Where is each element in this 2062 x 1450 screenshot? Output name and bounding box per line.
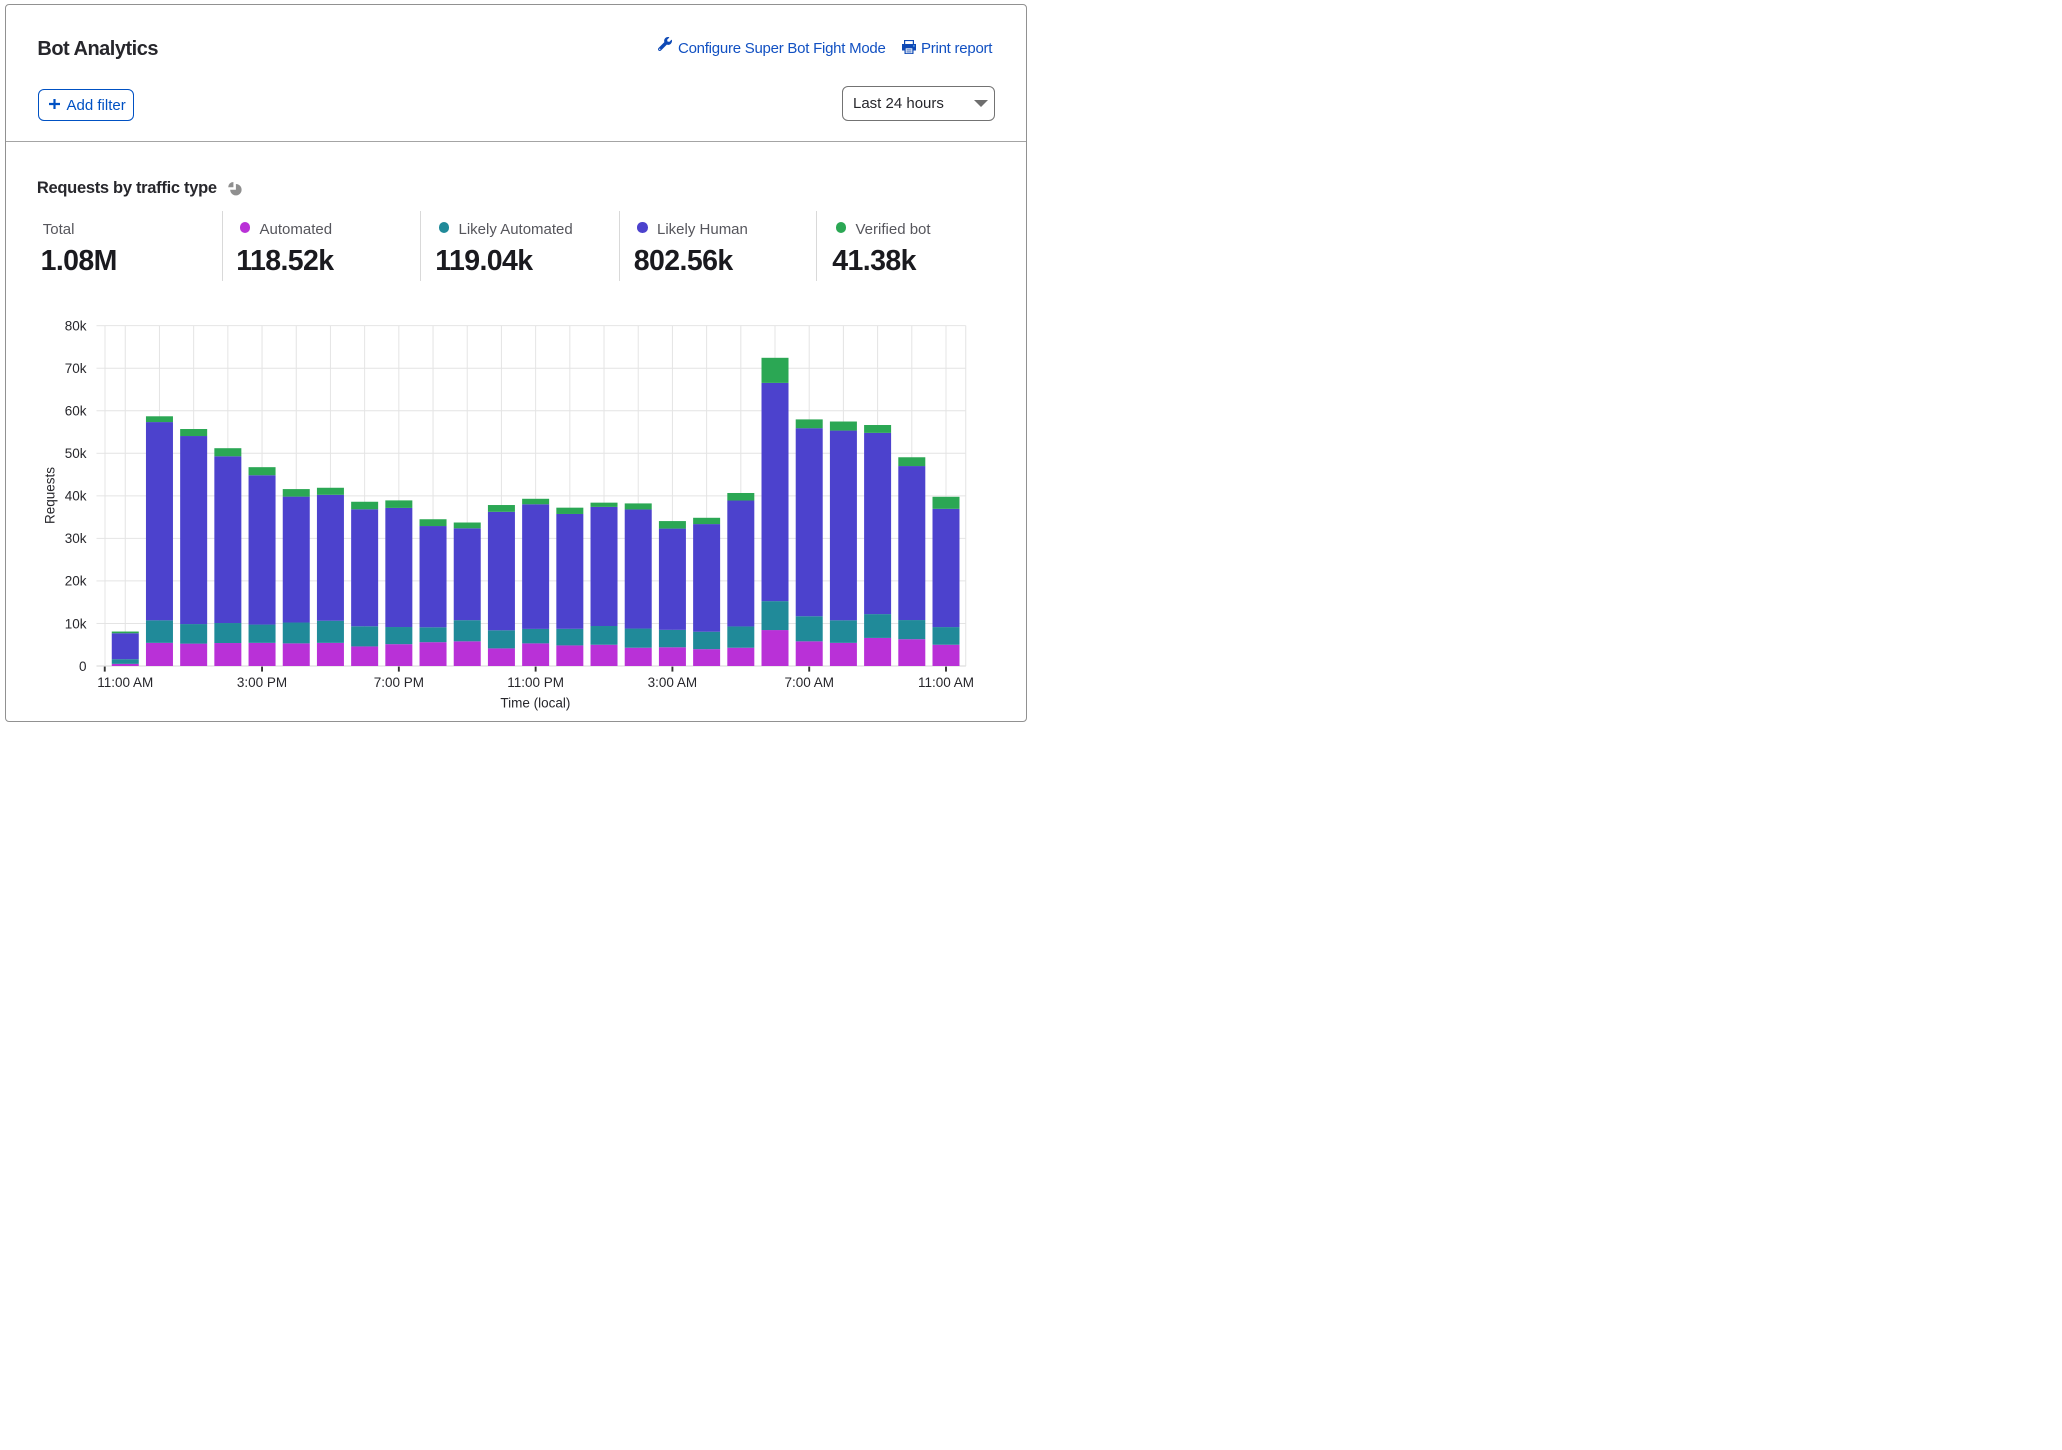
svg-text:11:00 AM: 11:00 AM [918, 675, 974, 690]
svg-text:11:00 PM: 11:00 PM [507, 675, 564, 690]
svg-text:60k: 60k [65, 404, 87, 419]
svg-text:80k: 80k [65, 318, 87, 333]
svg-text:40k: 40k [65, 489, 87, 504]
svg-text:Time (local): Time (local) [500, 696, 570, 711]
svg-text:3:00 AM: 3:00 AM [648, 675, 698, 690]
svg-text:11:00 AM: 11:00 AM [97, 675, 153, 690]
svg-text:50k: 50k [65, 446, 87, 461]
svg-text:0: 0 [79, 659, 87, 674]
svg-text:30k: 30k [65, 531, 87, 546]
svg-text:Requests: Requests [43, 467, 58, 524]
svg-text:7:00 AM: 7:00 AM [784, 675, 834, 690]
svg-text:10k: 10k [65, 616, 87, 631]
svg-text:70k: 70k [65, 361, 87, 376]
svg-text:20k: 20k [65, 574, 87, 589]
svg-text:7:00 PM: 7:00 PM [374, 675, 424, 690]
svg-text:3:00 PM: 3:00 PM [237, 675, 287, 690]
